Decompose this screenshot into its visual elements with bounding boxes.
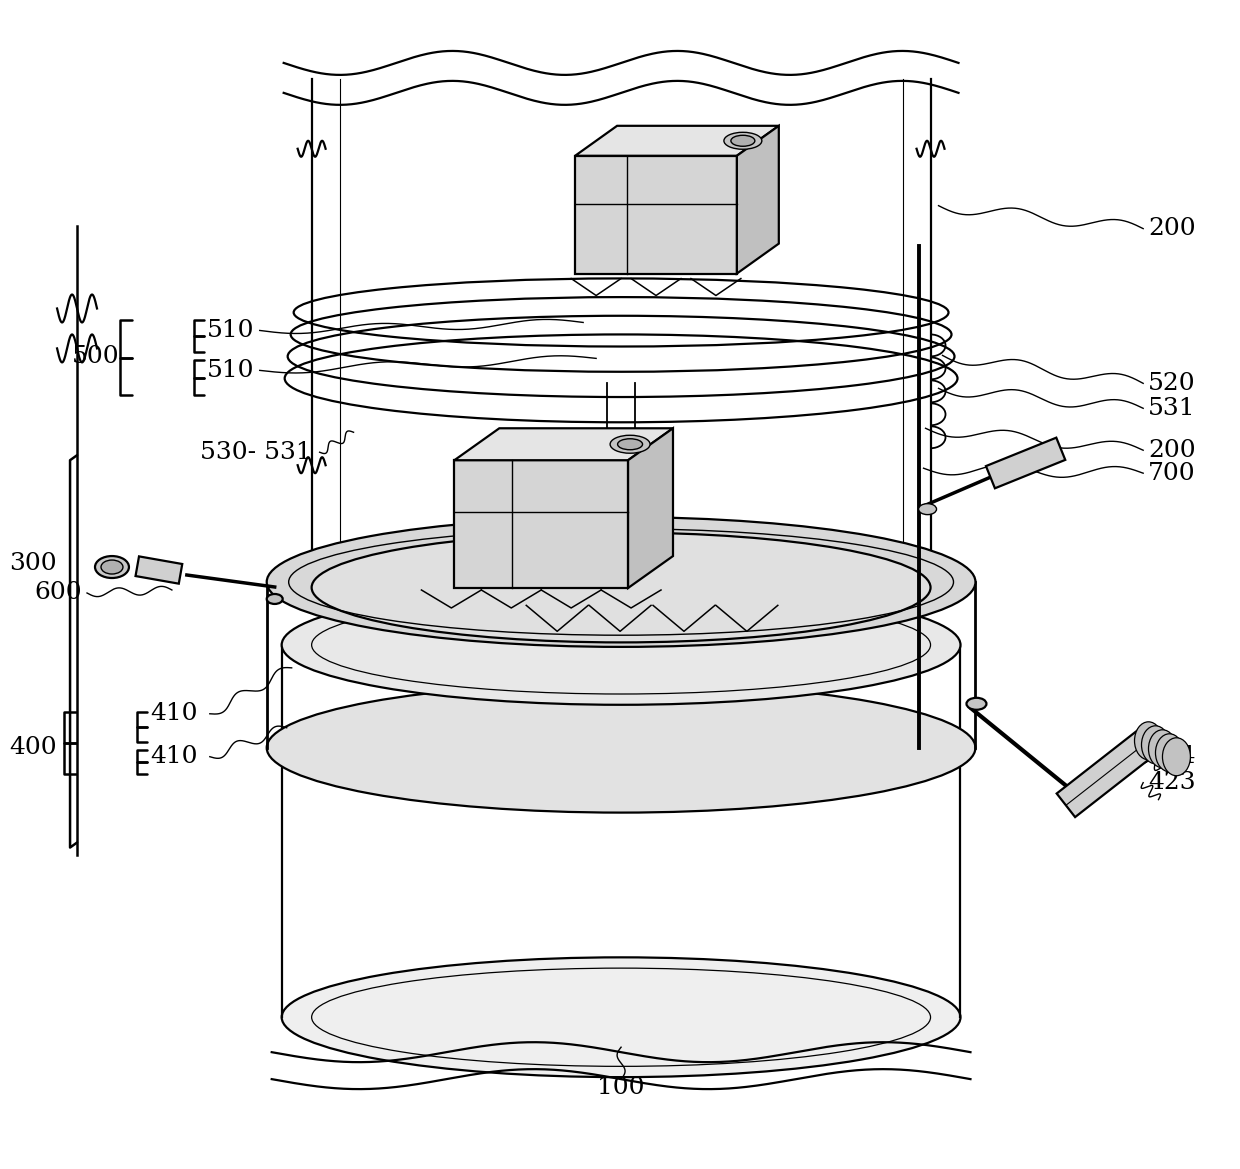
Text: 100: 100: [598, 1075, 645, 1099]
Ellipse shape: [919, 504, 936, 514]
Polygon shape: [454, 428, 673, 461]
Ellipse shape: [724, 132, 761, 150]
Text: 410: 410: [150, 703, 197, 725]
Polygon shape: [575, 155, 737, 274]
Text: 424: 424: [1148, 745, 1195, 768]
Ellipse shape: [1156, 734, 1183, 772]
Ellipse shape: [1142, 726, 1169, 763]
Polygon shape: [135, 556, 182, 583]
Text: 410: 410: [150, 745, 197, 768]
Ellipse shape: [1148, 729, 1177, 768]
Text: 500: 500: [72, 345, 120, 368]
Ellipse shape: [311, 533, 930, 643]
Text: 520: 520: [1148, 372, 1195, 395]
Ellipse shape: [267, 517, 976, 646]
Ellipse shape: [95, 556, 129, 577]
Ellipse shape: [281, 957, 961, 1077]
Polygon shape: [629, 428, 673, 588]
Text: 200: 200: [1148, 217, 1195, 240]
Text: 531: 531: [1148, 396, 1195, 420]
Ellipse shape: [1162, 738, 1190, 776]
Ellipse shape: [618, 438, 642, 450]
Ellipse shape: [730, 136, 755, 146]
Polygon shape: [454, 461, 629, 588]
Text: 530- 531: 530- 531: [200, 441, 311, 464]
Polygon shape: [575, 126, 779, 155]
Text: 423: 423: [1148, 772, 1195, 794]
Text: 300: 300: [10, 552, 57, 574]
Text: 700: 700: [1148, 462, 1195, 485]
Polygon shape: [737, 126, 779, 274]
Ellipse shape: [100, 560, 123, 574]
Ellipse shape: [267, 594, 283, 604]
Text: 600: 600: [35, 581, 82, 604]
Polygon shape: [986, 437, 1065, 489]
Ellipse shape: [1135, 721, 1162, 760]
Ellipse shape: [267, 683, 976, 812]
Text: 510: 510: [207, 359, 254, 382]
Text: 510: 510: [207, 319, 254, 343]
Polygon shape: [1056, 729, 1158, 817]
Ellipse shape: [281, 584, 961, 705]
Text: 400: 400: [10, 736, 57, 759]
Ellipse shape: [610, 435, 650, 454]
Text: 200: 200: [1148, 438, 1195, 462]
Ellipse shape: [966, 698, 987, 710]
